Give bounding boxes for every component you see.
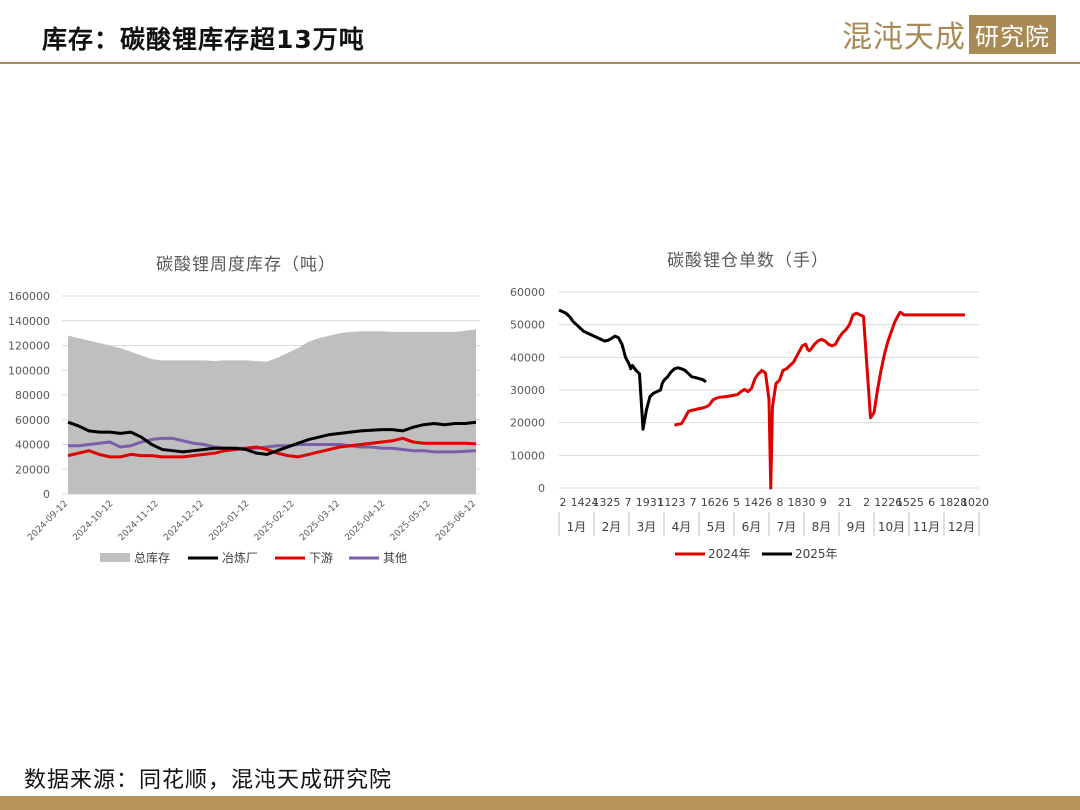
chart1-xtick-label: 2024-09-12 <box>26 499 70 543</box>
chart1-ytick-label: 140000 <box>8 315 50 328</box>
chart1-ytick-label: 20000 <box>15 463 50 476</box>
chart2-ytick-label: 50000 <box>510 319 545 332</box>
series-smelter-line <box>67 420 477 456</box>
chart2-xtick-month-label: 4月 <box>672 520 692 534</box>
chart2-ytick-label: 30000 <box>510 384 545 397</box>
chart2-xtick-month-label: 9月 <box>847 520 867 534</box>
chart1-xtick-label: 2024-12-12 <box>162 499 206 543</box>
chart2-xtick-month-label: 7月 <box>777 520 797 534</box>
legend-smelter-label: 冶炼厂 <box>222 550 258 565</box>
chart1-ytick-label: 120000 <box>8 340 50 353</box>
chart1-ytick-label: 100000 <box>8 364 50 377</box>
chart2-ytick-label: 60000 <box>510 286 545 299</box>
chart1-title: 碳酸锂周度库存（吨） <box>156 255 336 275</box>
chart1-ytick-label: 60000 <box>15 414 50 427</box>
chart2-xtick-month-label: 1月 <box>567 520 587 534</box>
chart1-xtick-label: 2025-05-12 <box>389 499 433 543</box>
series-total-inventory-area <box>68 329 476 494</box>
chart2-ytick-label: 0 <box>538 482 545 495</box>
legend-total-inventory-label: 总库存 <box>134 550 170 565</box>
chart2-xtick-day-label: 1931 <box>636 496 664 509</box>
brand-logo: 混沌天成 研究院 <box>842 12 1056 56</box>
chart2-xtick-day-label: 7 <box>690 496 697 509</box>
chart2-xtick-day-label: 6 <box>928 496 935 509</box>
chart1-ytick-label: 160000 <box>8 290 50 303</box>
brand-name: 混沌天成 <box>842 20 966 55</box>
chart2-ytick-label: 10000 <box>510 449 545 462</box>
chart2-ytick-label: 20000 <box>510 417 545 430</box>
chart2-title: 碳酸锂仓单数（手） <box>667 251 829 271</box>
legend-downstream-label: 下游 <box>309 551 333 565</box>
chart1-ytick-label: 80000 <box>15 389 50 402</box>
chart2-xtick-day-label: 1226 <box>874 496 902 509</box>
chart2-xtick-day-label: 1020 <box>961 496 989 509</box>
series-2024-line <box>673 310 965 490</box>
chart2-xtick-month-label: 3月 <box>637 520 657 534</box>
chart2-ytick-label: 40000 <box>510 351 545 364</box>
chart2-xtick-day-label: 2 <box>863 496 870 509</box>
chart1-ytick-label: 0 <box>43 488 50 501</box>
brand-box: 研究院 <box>969 14 1056 54</box>
chart1-xtick-label: 2025-03-12 <box>298 499 342 543</box>
chart2-xtick-month-label: 11月 <box>913 520 940 534</box>
chart2-xtick-day-label: 1426 <box>744 496 772 509</box>
chart2-xtick-day-label: 5 <box>733 496 740 509</box>
chart2-xtick-day-label: 1424 <box>571 496 599 509</box>
chart2-xtick-day-label: 2 <box>560 496 567 509</box>
header-divider <box>0 62 1080 64</box>
chart1-xtick-label: 2024-11-12 <box>117 499 161 543</box>
footer-band <box>0 796 1080 810</box>
chart2-xtick-month-label: 12月 <box>948 520 975 534</box>
chart2-xtick-day-label: 8 <box>776 496 783 509</box>
chart2-xtick-day-label: 1626 <box>701 496 729 509</box>
series-other-line <box>68 436 477 454</box>
chart1-xtick-label: 2025-06-12 <box>434 499 478 543</box>
chart2-xtick-month-label: 5月 <box>707 520 727 534</box>
legend-2025-label: 2025年 <box>795 547 838 561</box>
data-source: 数据来源：同花顺，混沌天成研究院 <box>24 768 393 793</box>
chart2-xtick-day-label: 1325 <box>592 496 620 509</box>
chart1-xtick-label: 2024-10-12 <box>71 499 115 543</box>
chart2-xtick-month-label: 6月 <box>742 520 762 534</box>
chart2-xtick-month-label: 8月 <box>812 520 832 534</box>
chart1-xtick-label: 2025-01-12 <box>207 499 251 543</box>
legend-2024-label: 2024年 <box>708 547 751 561</box>
chart2-xtick-day-label: 1123 <box>657 496 685 509</box>
chart2-xtick-day-label: 21 <box>838 496 852 509</box>
series-2025-line <box>558 308 707 431</box>
page-title: 库存：碳酸锂库存超13万吨 <box>42 25 365 54</box>
chart2-xtick-day-label: 9 <box>820 496 827 509</box>
chart2-xtick-month-label: 2月 <box>602 520 622 534</box>
chart2-xtick-day-label: 1525 <box>896 496 924 509</box>
legend-other-label: 其他 <box>383 551 407 565</box>
chart2-xtick-day-label: 1830 <box>788 496 816 509</box>
chart1-ytick-label: 40000 <box>15 439 50 452</box>
chart2-xtick-month-label: 10月 <box>878 520 905 534</box>
legend-total-inventory-swatch <box>100 553 130 562</box>
chart2-xtick-day-label: 1828 <box>939 496 967 509</box>
chart2-xtick-day-label: 7 <box>625 496 632 509</box>
chart1-xtick-label: 2025-04-12 <box>343 499 387 543</box>
chart1-xtick-label: 2025-02-12 <box>253 499 297 543</box>
